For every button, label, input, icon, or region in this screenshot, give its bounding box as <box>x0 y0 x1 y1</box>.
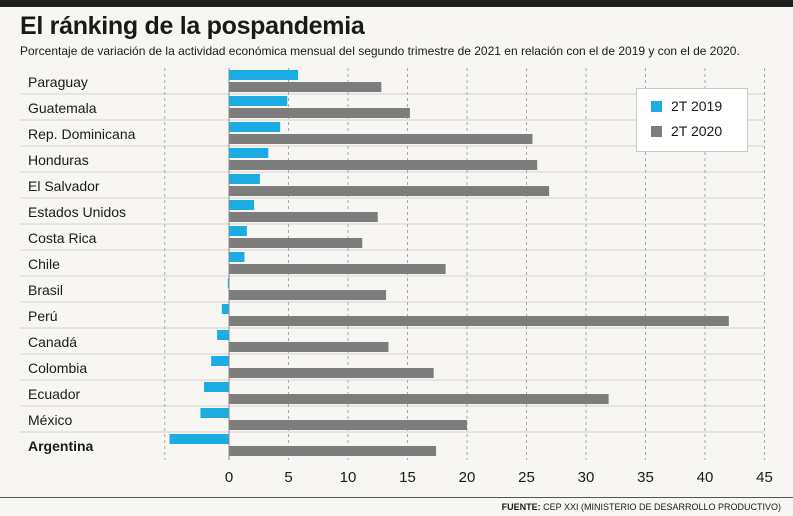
chart-title: El ránking de la pospandemia <box>20 12 365 40</box>
bar-2019-el-salvador <box>229 174 260 184</box>
bar-2019-guatemala <box>229 96 288 106</box>
legend-label-2019: 2T 2019 <box>671 98 723 114</box>
bar-2019-colombia <box>211 356 229 366</box>
bar-2019-m-xico <box>200 408 229 418</box>
bar-2020-argentina <box>229 446 437 456</box>
legend-item-2019: 2T 2019 <box>651 98 722 114</box>
bottom-rule <box>0 497 793 498</box>
category-label: Guatemala <box>28 100 97 116</box>
legend: 2T 2019 2T 2020 <box>636 88 748 152</box>
x-tick-label: 15 <box>399 469 416 486</box>
bar-2020-ecuador <box>229 394 609 404</box>
bar-2019-rep-dominicana <box>229 122 281 132</box>
bar-2020-rep-dominicana <box>229 134 533 144</box>
legend-item-2020: 2T 2020 <box>651 123 722 139</box>
bar-2020-costa-rica <box>229 238 363 248</box>
bar-2019-honduras <box>229 148 269 158</box>
category-label: Canadá <box>28 334 77 350</box>
category-label: Chile <box>28 256 60 272</box>
category-label: Costa Rica <box>28 230 97 246</box>
chart-subtitle: Porcentaje de variación de la actividad … <box>20 44 740 58</box>
top-rule <box>0 0 793 7</box>
x-tick-label: 20 <box>459 469 476 486</box>
bar-2019-per- <box>221 304 229 314</box>
bar-2020-paraguay <box>229 82 382 92</box>
category-label: Colombia <box>28 360 87 376</box>
category-label: Argentina <box>28 438 94 454</box>
x-tick-label: 0 <box>225 469 233 486</box>
category-label: México <box>28 412 73 428</box>
bar-2020-guatemala <box>229 108 410 118</box>
x-tick-label: 45 <box>756 469 773 486</box>
x-tick-label: 25 <box>518 469 535 486</box>
bar-2020-colombia <box>229 368 434 378</box>
bar-2020-el-salvador <box>229 186 550 196</box>
source-note: FUENTE: CEP XXI (MINISTERIO DE DESARROLL… <box>502 502 781 512</box>
bar-2019-costa-rica <box>229 226 247 236</box>
category-label: Honduras <box>28 152 89 168</box>
x-tick-label: 30 <box>578 469 595 486</box>
x-tick-label: 40 <box>697 469 714 486</box>
bar-2020-estados-unidos <box>229 212 378 222</box>
category-label: Rep. Dominicana <box>28 126 136 142</box>
bar-2019-argentina <box>169 434 229 444</box>
x-tick-label: 10 <box>340 469 357 486</box>
bar-2019-chile <box>229 252 245 262</box>
bar-2019-canad- <box>217 330 229 340</box>
category-label: El Salvador <box>28 178 100 194</box>
bar-2020-chile <box>229 264 446 274</box>
bar-2020-m-xico <box>229 420 467 430</box>
legend-swatch-2020 <box>651 125 662 137</box>
bar-2019-paraguay <box>229 70 299 80</box>
bar-2020-brasil <box>229 290 387 300</box>
category-label: Ecuador <box>28 386 80 402</box>
category-label: Perú <box>28 308 58 324</box>
bar-2020-canad- <box>229 342 389 352</box>
category-label: Estados Unidos <box>28 204 126 220</box>
bar-2019-ecuador <box>204 382 229 392</box>
bar-2020-per- <box>229 316 729 326</box>
category-label: Brasil <box>28 282 63 298</box>
bar-2019-estados-unidos <box>229 200 254 210</box>
source-text: CEP XXI (MINISTERIO DE DESARROLLO PRODUC… <box>543 502 781 512</box>
category-label: Paraguay <box>28 74 88 90</box>
x-tick-label: 35 <box>637 469 654 486</box>
legend-label-2020: 2T 2020 <box>671 123 723 139</box>
bar-2020-honduras <box>229 160 538 170</box>
source-label: FUENTE: <box>501 502 541 512</box>
legend-swatch-2019 <box>651 100 662 112</box>
x-tick-label: 5 <box>284 469 292 486</box>
